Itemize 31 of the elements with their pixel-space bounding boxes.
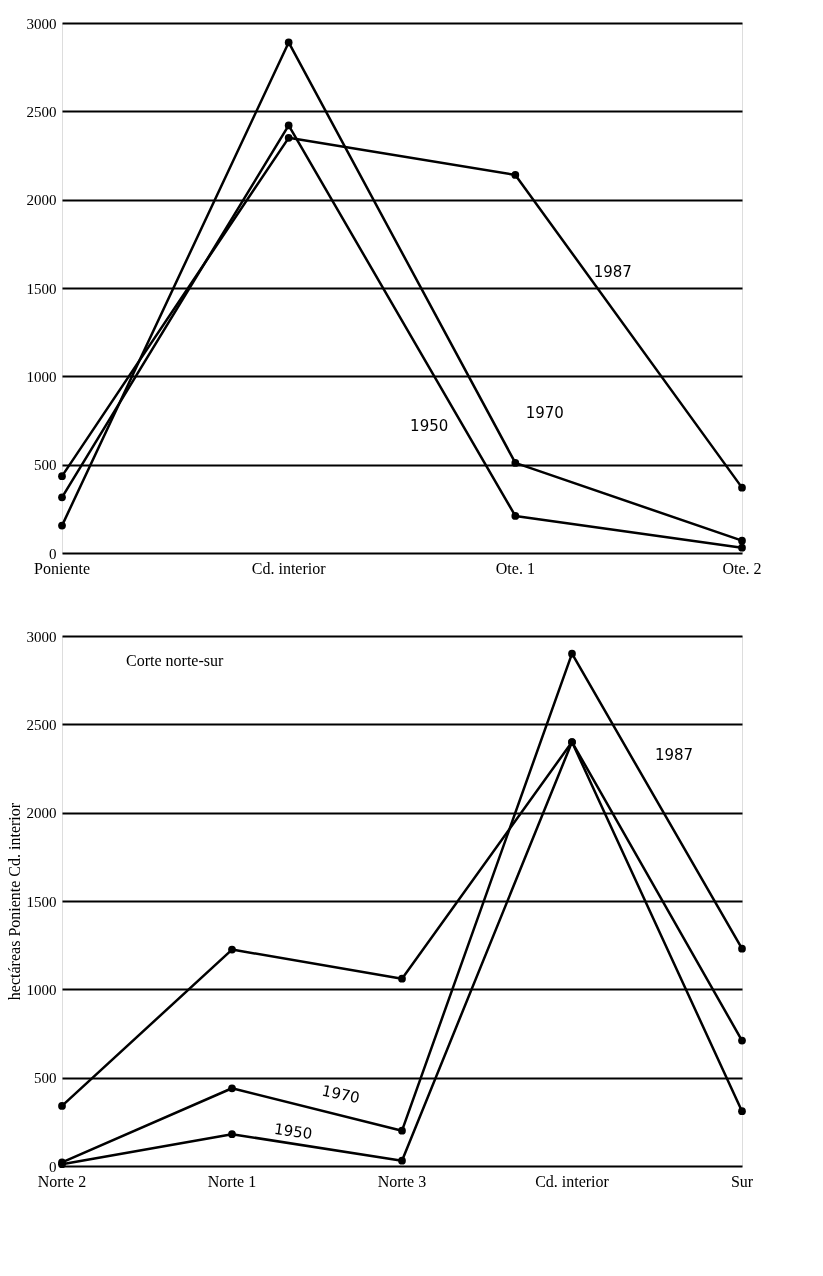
x-tick-label: Cd. interior (535, 1173, 610, 1190)
annotation: 1987 (654, 746, 694, 765)
y-tick-label: 2500 (26, 716, 57, 733)
y-tick-label: 1000 (26, 981, 57, 998)
y-tick-label: 3000 (26, 628, 57, 645)
x-tick-label: Poniente (34, 560, 90, 577)
y-tick-label: 1000 (26, 368, 57, 385)
y-axis-title: hectáreas Poniente Cd. interior (5, 802, 23, 1001)
y-tick-label: 500 (34, 1070, 57, 1087)
annotation: 1950 (273, 1119, 314, 1144)
y-tick-label: 2000 (26, 192, 57, 209)
y-tick-label: 500 (34, 457, 57, 474)
y-tick-label: 2000 (26, 805, 57, 822)
x-tick-label: Norte 1 (207, 1173, 257, 1190)
y-tick-label: 2500 (26, 103, 57, 120)
y-tick-label: 0 (49, 545, 57, 562)
x-tick-label: Ote. 1 (495, 560, 535, 577)
annotation: 1970 (320, 1081, 362, 1108)
x-tick-label: Sur (730, 1173, 754, 1190)
x-tick-label: Ote. 2 (722, 560, 762, 577)
annotation: 1987 (593, 263, 632, 282)
y-tick-label: 1500 (26, 893, 57, 910)
annotation: 1970 (525, 403, 564, 422)
text: Corte norte-sur (126, 652, 224, 669)
annotation: 1950 (410, 416, 449, 435)
y-tick-label: 0 (49, 1158, 57, 1175)
y-tick-label: 3000 (26, 15, 57, 32)
x-tick-label: Norte 3 (377, 1173, 427, 1190)
x-tick-label: Norte 2 (37, 1173, 87, 1190)
x-tick-label: Cd. interior (251, 560, 327, 577)
y-tick-label: 1500 (26, 280, 57, 297)
